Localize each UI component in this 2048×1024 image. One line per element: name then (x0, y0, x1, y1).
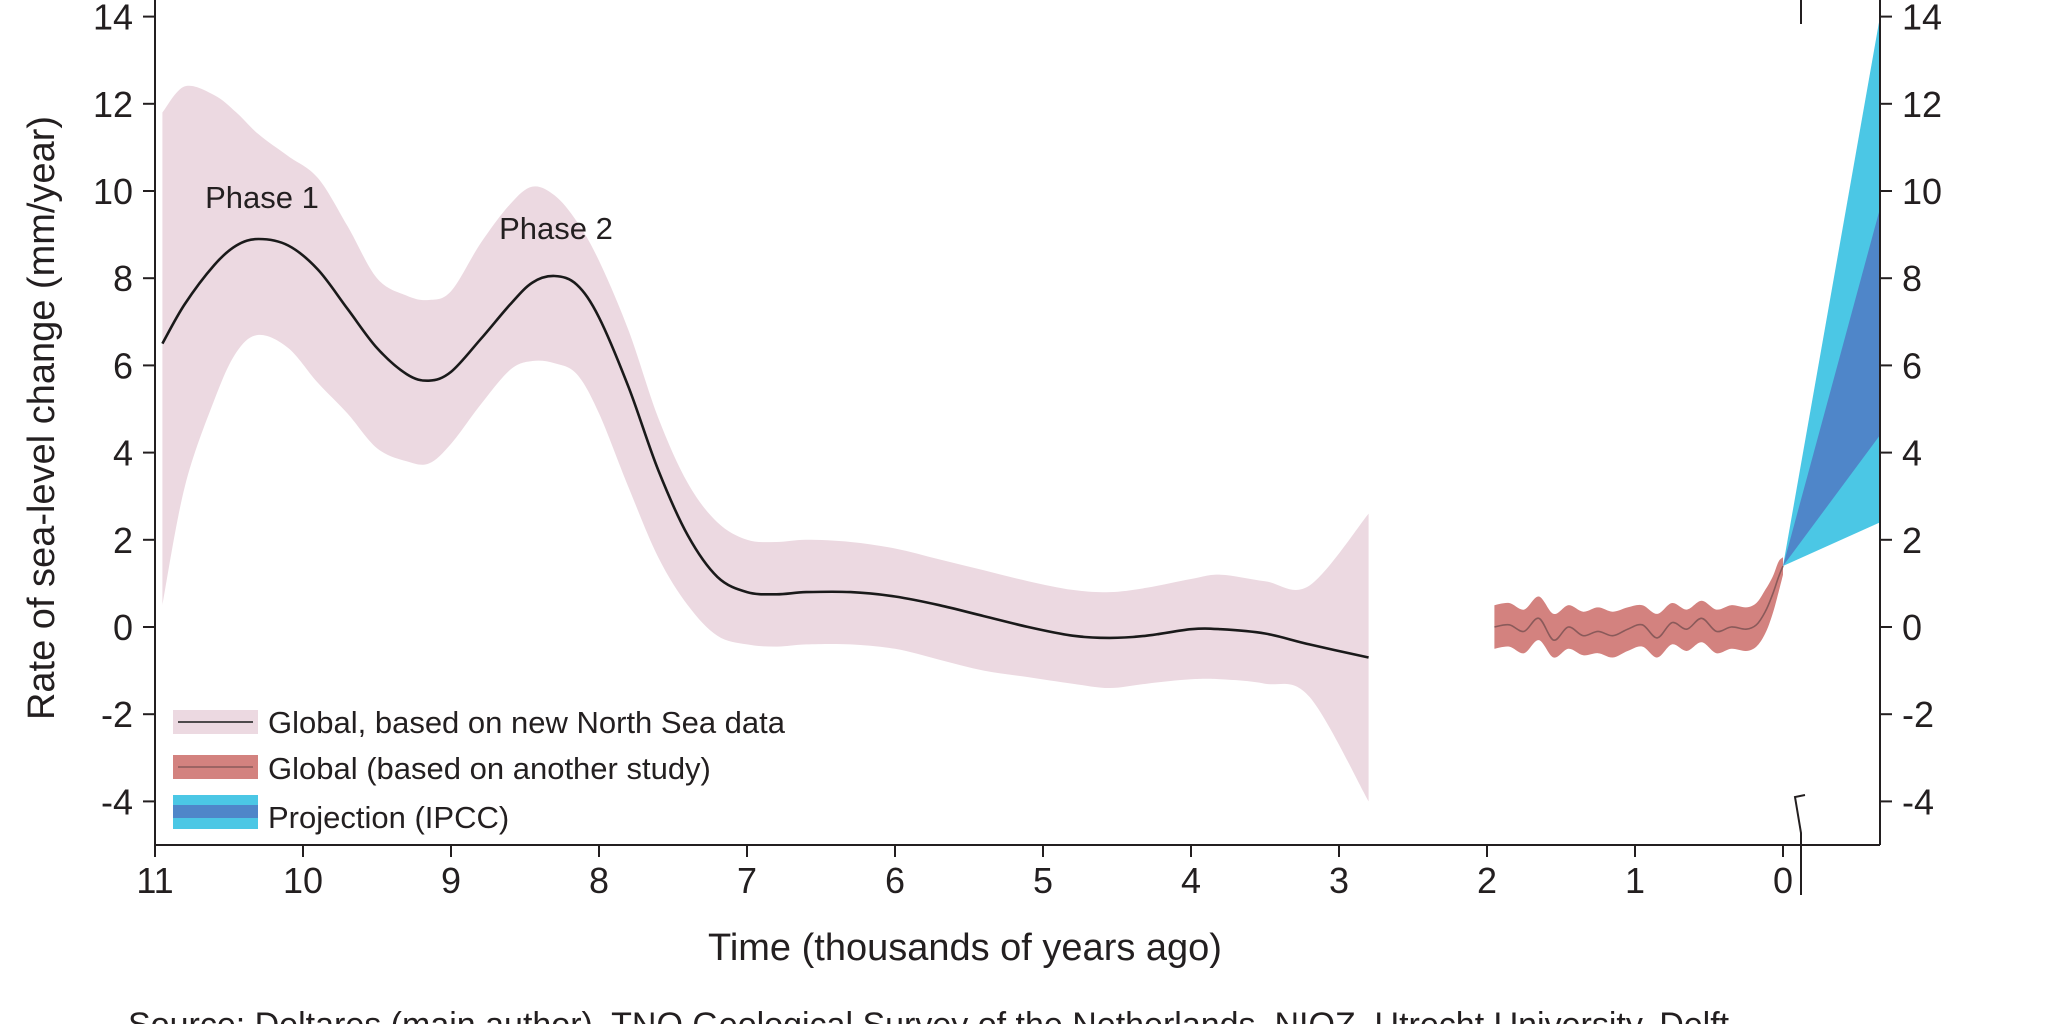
x-tick-label: 1 (1625, 860, 1645, 901)
y-tick-label-right: 2 (1902, 520, 1922, 561)
y-tick-label-right: 8 (1902, 258, 1922, 299)
y-tick-label-right: -4 (1902, 781, 1934, 822)
band-series-0 (162, 85, 1369, 802)
y-tick-label-left: 0 (113, 607, 133, 648)
x-tick-label: 0 (1773, 860, 1793, 901)
y-tick-label-left: -2 (101, 694, 133, 735)
y-tick-label-left: 2 (113, 520, 133, 561)
source-line: Source: Deltares (main author), TNO Geol… (128, 1006, 1730, 1024)
y-tick-label-right: 12 (1902, 84, 1942, 125)
axis-break-bottom (1793, 794, 1806, 895)
legend-swatch-projection-inner (173, 805, 258, 818)
x-tick-label: 8 (589, 860, 609, 901)
y-tick-label-left: 4 (113, 433, 133, 474)
legend-item-other-study: Global (based on another study) (173, 751, 711, 786)
legend-item-projection: Projection (IPCC) (173, 795, 509, 835)
legend: Global, based on new North Sea data Glob… (173, 705, 786, 835)
series-lines (161, 237, 1784, 659)
y-axis-title: Rate of sea-level change (mm/year) (21, 116, 63, 720)
x-tick-label: 5 (1033, 860, 1053, 901)
projection-inner-fan (1783, 208, 1880, 566)
y-tick-label-right: 4 (1902, 433, 1922, 474)
x-tick-label: 11 (136, 860, 173, 901)
y-tick-label-left: 8 (113, 258, 133, 299)
phase-2-label: Phase 2 (499, 211, 613, 246)
legend-label-projection: Projection (IPCC) (268, 800, 509, 835)
uncertainty-bands (162, 16, 1880, 802)
y-tick-label-right: 10 (1902, 171, 1942, 212)
y-tick-label-right: -2 (1902, 694, 1934, 735)
y-tick-label-left: 12 (93, 84, 133, 125)
x-tick-label: 6 (885, 860, 905, 901)
line-series-0 (161, 237, 1369, 659)
phase-1-label: Phase 1 (205, 180, 319, 215)
legend-label-north-sea: Global, based on new North Sea data (268, 705, 786, 740)
y-tick-label-left: 6 (113, 345, 133, 386)
y-tick-label-left: 10 (93, 171, 133, 212)
y-tick-label-left: 14 (93, 0, 133, 38)
x-tick-label: 3 (1329, 860, 1349, 901)
x-tick-label: 9 (441, 860, 461, 901)
x-tick-label: 7 (737, 860, 757, 901)
x-tick-label: 10 (283, 860, 323, 901)
y-tick-label-right: 14 (1902, 0, 1942, 38)
y-tick-label-right: 0 (1902, 607, 1922, 648)
x-axis-title: Time (thousands of years ago) (708, 927, 1222, 969)
line-series-1 (1494, 565, 1784, 641)
x-tick-label: 4 (1181, 860, 1201, 901)
legend-label-other-study: Global (based on another study) (268, 751, 711, 786)
band-series-1 (1494, 557, 1783, 658)
legend-item-north-sea: Global, based on new North Sea data (173, 705, 786, 740)
y-tick-label-right: 6 (1902, 345, 1922, 386)
axes (143, 0, 1892, 895)
y-tick-label-left: -4 (101, 781, 133, 822)
x-tick-label: 2 (1477, 860, 1497, 901)
